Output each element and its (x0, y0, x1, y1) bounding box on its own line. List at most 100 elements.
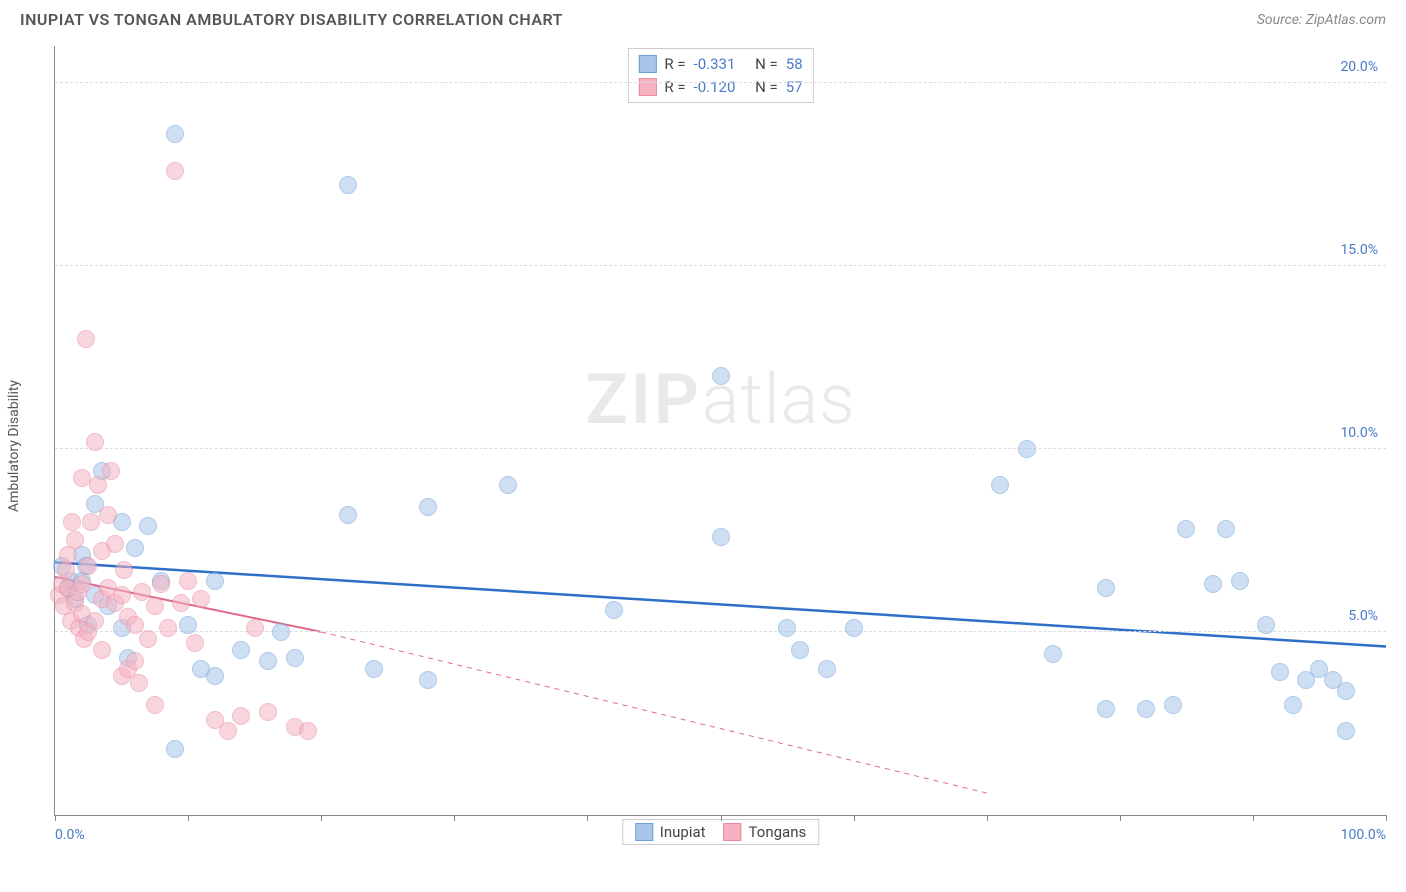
data-point (1337, 722, 1355, 740)
legend-label: Tongans (749, 823, 807, 841)
x-tick (587, 815, 588, 821)
data-point (1217, 520, 1235, 538)
data-point (139, 517, 157, 535)
data-point (1271, 663, 1289, 681)
data-point (77, 330, 95, 348)
data-point (126, 539, 144, 557)
data-point (192, 590, 210, 608)
data-point (86, 433, 104, 451)
data-point (1337, 682, 1355, 700)
data-point (232, 641, 250, 659)
data-point (206, 667, 224, 685)
legend-item: Inupiat (635, 823, 706, 841)
data-point (818, 660, 836, 678)
data-point (1018, 440, 1036, 458)
data-point (1284, 696, 1302, 714)
data-point (499, 476, 517, 494)
data-point (126, 652, 144, 670)
data-point (166, 162, 184, 180)
data-point (113, 586, 131, 604)
data-point (712, 367, 730, 385)
r-value-tongans: -0.120 (694, 76, 736, 99)
legend-swatch-tongans (638, 78, 656, 96)
data-point (93, 641, 111, 659)
data-point (79, 557, 97, 575)
data-point (82, 513, 100, 531)
data-point (179, 572, 197, 590)
data-point (106, 535, 124, 553)
data-point (339, 176, 357, 194)
x-tick (188, 815, 189, 821)
data-point (63, 513, 81, 531)
data-point (1044, 645, 1062, 663)
data-point (845, 619, 863, 637)
legend-label: Inupiat (660, 823, 706, 841)
data-point (259, 652, 277, 670)
x-tick (1120, 815, 1121, 821)
r-label: R = (664, 53, 685, 76)
data-point (159, 619, 177, 637)
data-point (991, 476, 1009, 494)
gridline (55, 265, 1386, 266)
data-point (219, 722, 237, 740)
y-tick-label: 10.0% (1340, 425, 1378, 441)
data-point (152, 575, 170, 593)
data-point (89, 476, 107, 494)
n-label: N = (755, 53, 778, 76)
x-tick (721, 815, 722, 821)
data-point (339, 506, 357, 524)
data-point (605, 601, 623, 619)
data-point (1164, 696, 1182, 714)
n-value-tongans: 57 (786, 76, 803, 99)
gridline (55, 82, 1386, 83)
x-tick (987, 815, 988, 821)
data-point (99, 506, 117, 524)
data-point (1257, 616, 1275, 634)
data-point (1137, 700, 1155, 718)
data-point (712, 528, 730, 546)
data-point (66, 531, 84, 549)
x-axis-max-label: 100.0% (1341, 827, 1386, 843)
chart-title: INUPIAT VS TONGAN AMBULATORY DISABILITY … (20, 10, 563, 29)
data-point (246, 619, 264, 637)
trend-lines (55, 46, 1386, 815)
legend-swatch-tongans (724, 823, 742, 841)
data-point (139, 630, 157, 648)
data-point (299, 722, 317, 740)
data-point (186, 634, 204, 652)
y-tick-label: 20.0% (1340, 59, 1378, 75)
data-point (1231, 572, 1249, 590)
chart-area: Ambulatory Disability ZIPatlas 0.0% 100.… (20, 46, 1386, 846)
data-point (232, 707, 250, 725)
chart-source: Source: ZipAtlas.com (1257, 12, 1386, 28)
data-point (365, 660, 383, 678)
data-point (130, 674, 148, 692)
plot-region: ZIPatlas 0.0% 100.0% R = -0.331 N = 58 R… (54, 46, 1386, 816)
data-point (1204, 575, 1222, 593)
y-axis-label: Ambulatory Disability (6, 380, 22, 512)
data-point (146, 696, 164, 714)
r-label: R = (664, 76, 685, 99)
data-point (73, 575, 91, 593)
data-point (179, 616, 197, 634)
r-value-inupiat: -0.331 (694, 53, 736, 76)
data-point (1097, 579, 1115, 597)
data-point (286, 649, 304, 667)
data-point (419, 498, 437, 516)
trend-line (321, 632, 987, 793)
data-point (166, 125, 184, 143)
data-point (166, 740, 184, 758)
data-point (126, 616, 144, 634)
data-point (259, 703, 277, 721)
data-point (272, 623, 290, 641)
y-tick-label: 15.0% (1340, 242, 1378, 258)
data-point (1097, 700, 1115, 718)
data-point (1177, 520, 1195, 538)
x-tick (1386, 815, 1387, 821)
data-point (419, 671, 437, 689)
watermark-zip: ZIP (585, 359, 701, 441)
x-tick (55, 815, 56, 821)
n-label: N = (755, 76, 778, 99)
legend-item: Tongans (724, 823, 807, 841)
legend-swatch-inupiat (638, 55, 656, 73)
